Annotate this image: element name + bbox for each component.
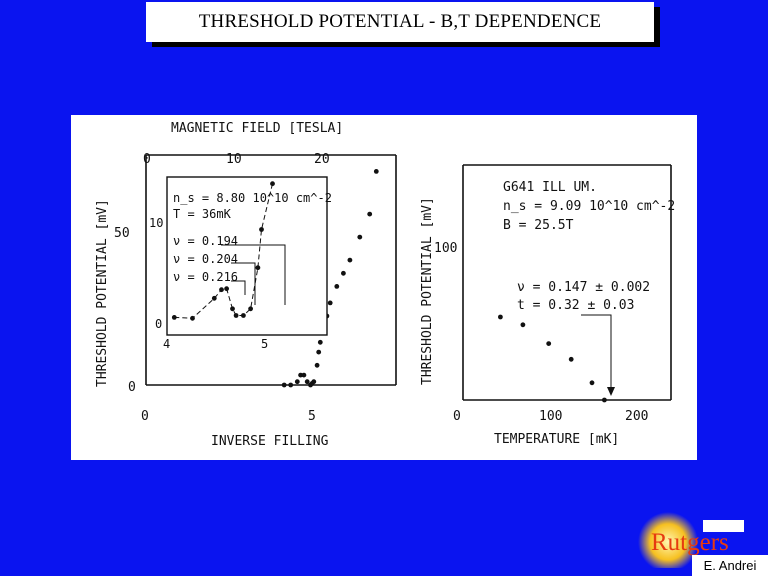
right-point-0 xyxy=(498,314,503,320)
right-x-tick-200: 200 xyxy=(625,409,648,424)
right-annotation-nu: ν = 0.147 ± 0.002 xyxy=(517,280,650,295)
inset-point-5 xyxy=(230,306,235,312)
left-point-0 xyxy=(281,382,287,388)
rutgers-logo: Rutgers xyxy=(638,512,729,568)
right-point-3 xyxy=(568,356,574,362)
right-y-tick-100: 100 xyxy=(434,241,457,256)
left-point-5 xyxy=(304,379,310,385)
left-point-4 xyxy=(301,372,307,378)
left-point-18 xyxy=(357,234,363,240)
right-point-1 xyxy=(520,322,526,328)
logo-sunburst xyxy=(638,512,698,568)
left-x-tick-5: 5 xyxy=(308,409,316,424)
right-x-tick-100: 100 xyxy=(539,409,562,424)
right-x-tick-0: 0 xyxy=(453,409,461,424)
left-x-tick-0: 0 xyxy=(141,409,149,424)
inset-nu-label-1: ν = 0.194 xyxy=(173,234,238,248)
inset-y-tick-10: 10 xyxy=(149,216,163,230)
inset-point-11 xyxy=(270,181,275,187)
inset-arrow-2 xyxy=(231,262,256,305)
logo-text: Rutgers xyxy=(651,529,729,556)
left-point-14 xyxy=(327,300,333,306)
left-series-points xyxy=(281,169,379,388)
inset-x-tick-5: 5 xyxy=(261,337,268,351)
left-chart: MAGNETIC FIELD [TESLA] 0 10 20 0 5 INVER… xyxy=(95,121,397,449)
left-point-8 xyxy=(311,379,317,385)
inset-annotation-ns: n_s = 8.80 10^10 cm^-2 xyxy=(173,191,332,205)
inset-chart: n_s = 8.80 10^10 cm^-2 T = 36mK ν = 0.19… xyxy=(149,176,332,351)
logo-white-bar xyxy=(703,520,744,532)
left-point-11 xyxy=(317,339,323,345)
inset-point-10 xyxy=(259,227,264,232)
inset-arrow-1 xyxy=(221,244,286,305)
left-top-tick-10: 10 xyxy=(226,152,242,167)
left-y-axis-label: THRESHOLD POTENTIAL [mV] xyxy=(95,199,110,387)
left-point-1 xyxy=(288,382,294,388)
right-x-axis-label: TEMPERATURE [mK] xyxy=(494,432,619,447)
right-series-points xyxy=(498,314,607,403)
left-top-tick-20: 20 xyxy=(314,152,330,167)
slide-title: THRESHOLD POTENTIAL - B,T DEPENDENCE xyxy=(146,2,654,42)
right-point-2 xyxy=(546,341,552,346)
left-point-16 xyxy=(341,270,346,276)
left-y-tick-50: 50 xyxy=(114,226,130,241)
inset-annotation-t: T = 36mK xyxy=(173,207,232,221)
figure-svg: MAGNETIC FIELD [TESLA] 0 10 20 0 5 INVER… xyxy=(95,121,675,449)
left-top-axis-label: MAGNETIC FIELD [TESLA] xyxy=(171,121,343,136)
right-point-4 xyxy=(589,380,595,386)
inset-nu-label-3: ν = 0.216 xyxy=(173,270,238,284)
figure-panel: MAGNETIC FIELD [TESLA] 0 10 20 0 5 INVER… xyxy=(71,115,697,460)
left-point-20 xyxy=(373,169,379,174)
left-y-tick-0: 0 xyxy=(128,380,136,395)
inset-point-9 xyxy=(255,265,261,271)
left-x-axis-label: INVERSE FILLING xyxy=(211,434,329,449)
right-arrowhead xyxy=(607,387,615,396)
left-point-3 xyxy=(298,372,303,378)
inset-x-tick-4: 4 xyxy=(163,337,170,351)
left-point-17 xyxy=(347,257,353,263)
left-point-2 xyxy=(294,379,300,385)
inset-frame xyxy=(166,176,328,336)
right-arrow xyxy=(581,314,612,395)
left-point-10 xyxy=(316,349,322,355)
right-point-5 xyxy=(602,397,607,403)
inset-nu-label-2: ν = 0.204 xyxy=(173,252,238,266)
left-top-tick-0: 0 xyxy=(143,152,151,167)
right-annotation-ns: n_s = 9.09 10^10 cm^-2 xyxy=(503,199,675,214)
left-point-19 xyxy=(367,211,373,217)
left-point-9 xyxy=(314,362,320,368)
inset-dashed-curve xyxy=(174,183,273,319)
right-chart: 0 100 200 TEMPERATURE [mK] 100 THRESHOLD… xyxy=(420,164,675,447)
right-annotation-b: B = 25.5T xyxy=(503,218,574,233)
right-annotation-t: t = 0.32 ± 0.03 xyxy=(517,298,634,313)
inset-arrow-3 xyxy=(231,280,246,295)
right-y-axis-label: THRESHOLD POTENTIAL [mV] xyxy=(420,197,435,385)
left-point-15 xyxy=(334,284,340,289)
right-annotation-sample: G641 ILL UM. xyxy=(503,180,597,195)
author-label: E. Andrei xyxy=(692,555,768,576)
inset-y-tick-0: 0 xyxy=(155,317,162,331)
